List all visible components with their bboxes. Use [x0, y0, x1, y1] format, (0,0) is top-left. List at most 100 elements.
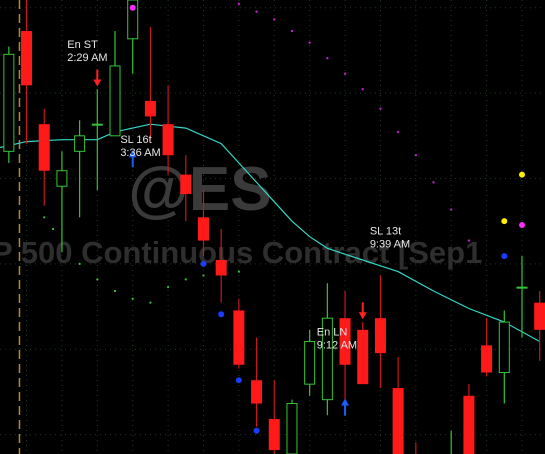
candle-body: [180, 175, 191, 194]
psar-dot: [308, 41, 310, 43]
annotation-line2: 2:29 AM: [67, 52, 107, 64]
candle-body: [393, 388, 404, 454]
bear-candle: [357, 322, 368, 384]
psar-dot: [291, 30, 293, 32]
trail-dot: [185, 278, 187, 280]
blue-marker: [236, 377, 242, 383]
long-entry-arrow-icon: [341, 399, 349, 416]
bull-candle: [499, 310, 509, 403]
candle-body: [57, 171, 67, 187]
psar-dot: [432, 181, 434, 183]
candle-body: [4, 54, 14, 151]
yellow-marker: [519, 172, 525, 178]
bear-candle: [534, 291, 545, 361]
short-entry-arrow-icon: [359, 302, 367, 319]
trail-dot: [202, 274, 204, 276]
watermark-symbol: @ES: [128, 155, 271, 224]
candles: [4, 0, 545, 454]
bull-candle: [305, 330, 315, 396]
bear-candle: [233, 299, 244, 369]
psar-dot: [344, 73, 346, 75]
candle-body: [481, 345, 492, 372]
annotation-line1: SL 16t: [120, 134, 151, 146]
candle-body: [233, 310, 244, 364]
annotation-line1: En ST: [67, 39, 98, 51]
psar-dot: [450, 208, 452, 210]
psar-dot: [362, 88, 364, 90]
trail-dot: [238, 271, 240, 273]
trail-dot: [79, 263, 81, 265]
candle-body: [216, 260, 227, 276]
annotation-en-st: En ST2:29 AM: [67, 39, 107, 64]
bull-candle: [287, 400, 297, 454]
bull-candle: [110, 31, 120, 136]
trail-dot: [114, 290, 116, 292]
candle-body: [163, 124, 174, 155]
trail-dot: [167, 286, 169, 288]
trail-dot: [149, 302, 151, 304]
trail-dot: [52, 228, 54, 230]
short-entry-arrow-icon: [93, 69, 101, 86]
candle-body: [110, 66, 120, 136]
candle-body: [251, 380, 262, 403]
bear-candle: [269, 380, 280, 454]
candle-body: [198, 217, 209, 240]
psar-dot: [326, 57, 328, 59]
watermark: @ES P 500 Continuous Contract [Sep1: [0, 155, 482, 270]
candle-body: [534, 303, 545, 330]
bull-candle: [75, 120, 85, 217]
bull-candle: [446, 431, 456, 454]
annotation-line1: En LN: [317, 327, 348, 339]
candle-body: [145, 101, 156, 117]
candle-body: [21, 31, 32, 85]
annotation-line2: 9:12 AM: [317, 340, 357, 352]
annotation-line2: 9:39 AM: [370, 238, 410, 250]
psar-dot: [468, 239, 470, 241]
psar-dot: [397, 131, 399, 133]
psar-dot: [238, 3, 240, 5]
annotation-line2: 3:36 AM: [120, 147, 160, 159]
bear-candle: [21, 0, 32, 144]
bear-candle: [481, 318, 492, 376]
candle-body: [357, 330, 368, 384]
bear-candle: [145, 27, 156, 140]
magenta-marker: [130, 5, 136, 11]
annotation-line1: SL 13t: [370, 225, 401, 237]
bear-candle: [463, 384, 474, 454]
psar-dot: [273, 18, 275, 20]
candle-body: [499, 322, 509, 372]
arrow-head: [359, 312, 367, 319]
bull-candle: [128, 0, 138, 74]
arrow-head: [93, 79, 101, 86]
magenta-marker: [519, 222, 525, 228]
bull-candle: [517, 256, 527, 337]
candle-body: [92, 124, 102, 125]
psar-dot: [379, 107, 381, 109]
psar-dot: [255, 10, 257, 12]
bear-candle: [39, 109, 50, 206]
blue-marker: [218, 311, 224, 317]
candle-body: [269, 419, 280, 450]
bear-candle: [393, 357, 404, 454]
trail-dot: [96, 278, 98, 280]
blue-marker: [200, 261, 206, 267]
candle-body: [75, 136, 85, 152]
psar-dot: [415, 154, 417, 156]
candle-body: [375, 318, 386, 353]
yellow-marker: [501, 218, 507, 224]
bear-candle: [410, 442, 421, 454]
candle-body: [463, 396, 474, 454]
candle-body: [517, 287, 527, 288]
blue-marker: [501, 253, 507, 259]
blue-marker: [254, 428, 260, 434]
arrow-head: [341, 399, 349, 406]
candle-body: [305, 341, 315, 384]
trail-dot: [43, 216, 45, 218]
bull-candle: [4, 47, 14, 163]
bear-candle: [375, 276, 386, 389]
